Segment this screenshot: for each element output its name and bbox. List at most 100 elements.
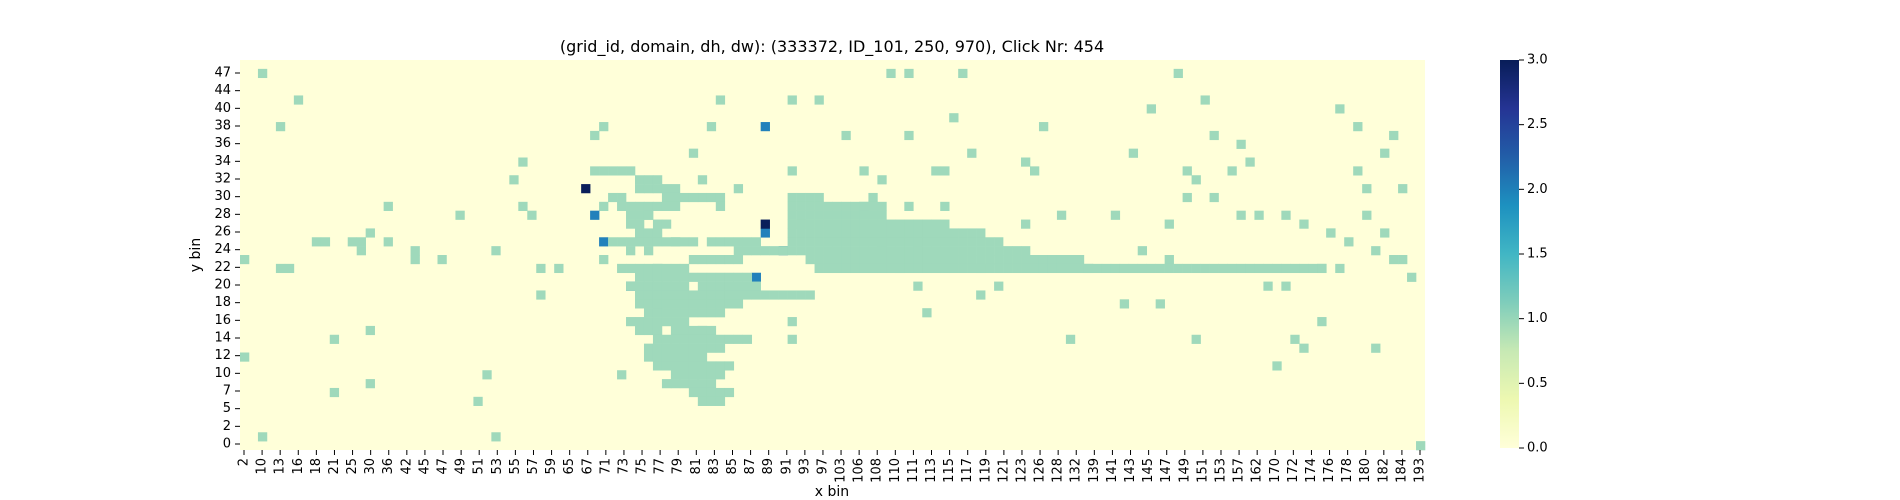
x-tick-label: 180 (1358, 458, 1373, 483)
heatmap-cell (805, 201, 815, 211)
heatmap-cell (841, 255, 851, 265)
heatmap-cell (1398, 255, 1408, 265)
heatmap-cell (976, 255, 986, 265)
heatmap-cell (491, 432, 501, 442)
heatmap-cell (626, 281, 636, 291)
heatmap-cell (679, 343, 690, 353)
heatmap-cell (832, 237, 842, 247)
heatmap-cell (868, 192, 878, 203)
heatmap-cell (994, 281, 1004, 291)
heatmap-cell (733, 281, 744, 291)
heatmap-cell (554, 263, 564, 274)
x-tick-label: 151 (1195, 458, 1210, 483)
x-tick-label: 25 (345, 458, 360, 475)
heatmap-cell (715, 361, 726, 371)
heatmap-cell (635, 228, 645, 238)
heatmap-cell (1110, 210, 1121, 220)
heatmap-cell (895, 228, 905, 238)
heatmap-cell (608, 192, 618, 203)
heatmap-cell (643, 308, 654, 318)
heatmap-cell (850, 201, 860, 211)
heatmap-cell (1003, 263, 1013, 274)
heatmap-cell (1030, 166, 1040, 176)
heatmap-cell (787, 237, 797, 247)
heatmap-cell (652, 334, 663, 344)
heatmap-cell (679, 370, 690, 380)
heatmap-cell (1164, 219, 1174, 229)
heatmap-cell (940, 237, 950, 247)
heatmap-cell (742, 290, 753, 300)
heatmap-cell (1335, 263, 1345, 274)
heatmap-cell (643, 281, 654, 291)
heatmap-cell (590, 166, 600, 176)
heatmap-cell (697, 175, 708, 185)
heatmap-cell (1281, 263, 1291, 274)
x-tick-label: 18 (309, 458, 324, 475)
heatmap-cell (895, 255, 905, 265)
heatmap-cell (688, 325, 699, 336)
heatmap-cell (742, 246, 753, 256)
colorbar-tick-label: 1.0 (1527, 311, 1548, 326)
heatmap-cell (1119, 263, 1130, 274)
heatmap-cell (1362, 210, 1372, 220)
heatmap-cell (868, 246, 878, 256)
heatmap-cell (814, 263, 824, 274)
heatmap-cell (724, 290, 735, 300)
heatmap-cell (679, 281, 690, 291)
heatmap-cell (841, 228, 851, 238)
heatmap-cell (661, 192, 672, 203)
heatmap-cell (841, 130, 851, 141)
heatmap-cell (635, 299, 645, 309)
heatmap-cell (976, 246, 986, 256)
heatmap-cell (688, 192, 699, 203)
x-tick-label: 57 (526, 458, 541, 475)
heatmap-cell (724, 272, 735, 282)
heatmap-cell (697, 352, 708, 362)
heatmap-cell (697, 272, 708, 282)
heatmap-cell (823, 263, 833, 274)
heatmap-cell (796, 219, 806, 229)
chart-title: (grid_id, domain, dh, dw): (333372, ID_1… (560, 37, 1104, 57)
heatmap-cell (1200, 95, 1210, 105)
heatmap-cell (688, 370, 699, 380)
heatmap-cell (679, 263, 690, 274)
heatmap-cell (805, 210, 815, 220)
heatmap-cell (742, 334, 753, 344)
heatmap-cell (733, 272, 744, 282)
x-tick-label: 16 (291, 458, 306, 475)
heatmap-cell (706, 379, 717, 389)
heatmap-cell (1245, 263, 1255, 274)
heatmap-cell (751, 281, 761, 291)
y-tick-label: 10 (214, 366, 231, 381)
heatmap-cell (365, 325, 375, 336)
heatmap-cell (706, 290, 717, 300)
heatmap-cell (1299, 343, 1309, 353)
heatmap-cell (832, 210, 842, 220)
heatmap-cell (985, 246, 995, 256)
y-tick-label: 28 (214, 207, 231, 222)
heatmap-cell (643, 201, 654, 211)
heatmap-cell (679, 299, 690, 309)
heatmap-cell (742, 237, 753, 247)
heatmap-cell (706, 308, 717, 318)
heatmap-cell (805, 219, 815, 229)
heatmap-cell (904, 228, 914, 238)
heatmap-cell (868, 219, 878, 229)
x-tick-label: 103 (834, 458, 849, 483)
heatmap-cell (626, 166, 636, 176)
y-tick-label: 20 (214, 278, 231, 293)
heatmap-cell (643, 210, 654, 220)
heatmap-cell (715, 334, 726, 344)
heatmap-cell (626, 237, 636, 247)
heatmap-cell (697, 343, 708, 353)
heatmap-cell (1389, 255, 1399, 265)
heatmap-cell (652, 237, 663, 247)
heatmap-cell (1245, 157, 1255, 167)
heatmap-cell (922, 237, 932, 247)
heatmap-cell (724, 361, 735, 371)
heatmap-cell (859, 228, 869, 238)
heatmap-cell (868, 210, 878, 220)
heatmap-cell (679, 361, 690, 371)
heatmap-cell (1317, 317, 1327, 327)
